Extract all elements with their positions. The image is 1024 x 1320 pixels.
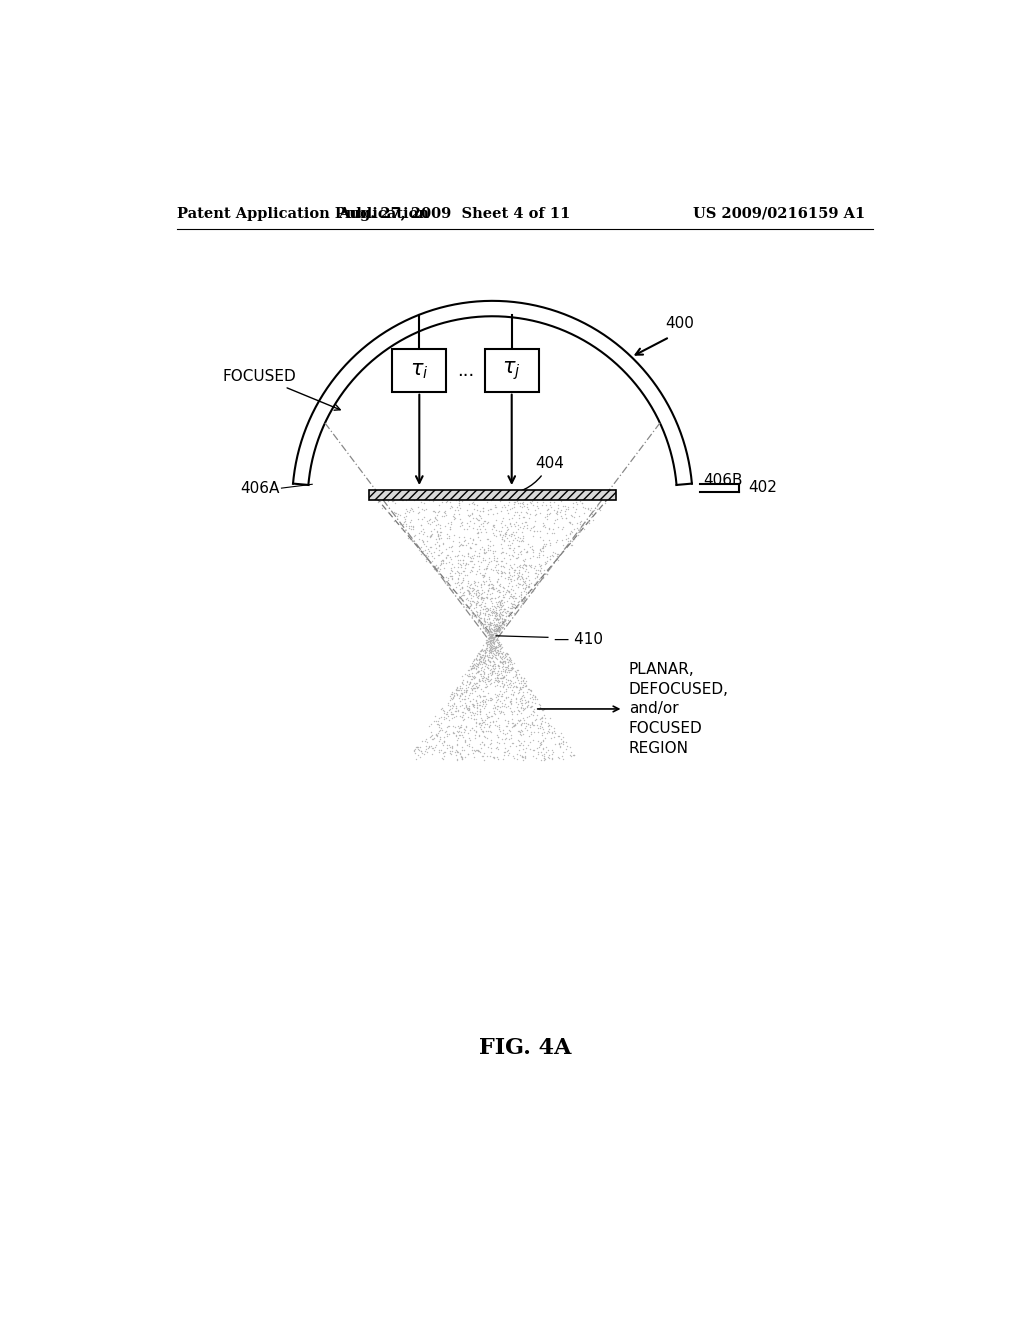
Text: $\tau_j$: $\tau_j$ [503, 359, 521, 381]
Text: Patent Application Publication: Patent Application Publication [177, 207, 429, 220]
Bar [484, 350, 539, 392]
Text: 404: 404 [503, 455, 563, 495]
Text: Aug. 27, 2009  Sheet 4 of 11: Aug. 27, 2009 Sheet 4 of 11 [338, 207, 570, 220]
Text: ...: ... [457, 362, 474, 380]
Text: FIG. 4A: FIG. 4A [478, 1036, 571, 1059]
Text: US 2009/0216159 A1: US 2009/0216159 A1 [692, 207, 865, 220]
Bar [392, 350, 446, 392]
Bar [370, 490, 615, 500]
Text: 402: 402 [749, 480, 777, 495]
Text: 406B: 406B [703, 473, 743, 488]
Text: 406A: 406A [240, 480, 280, 495]
Text: $\tau_i$: $\tau_i$ [410, 360, 429, 380]
Text: FOCUSED: FOCUSED [222, 370, 340, 411]
Text: 400: 400 [666, 317, 694, 331]
Text: PLANAR,
DEFOCUSED,
and/or
FOCUSED
REGION: PLANAR, DEFOCUSED, and/or FOCUSED REGION [629, 661, 729, 756]
Text: — 410: — 410 [554, 632, 603, 647]
